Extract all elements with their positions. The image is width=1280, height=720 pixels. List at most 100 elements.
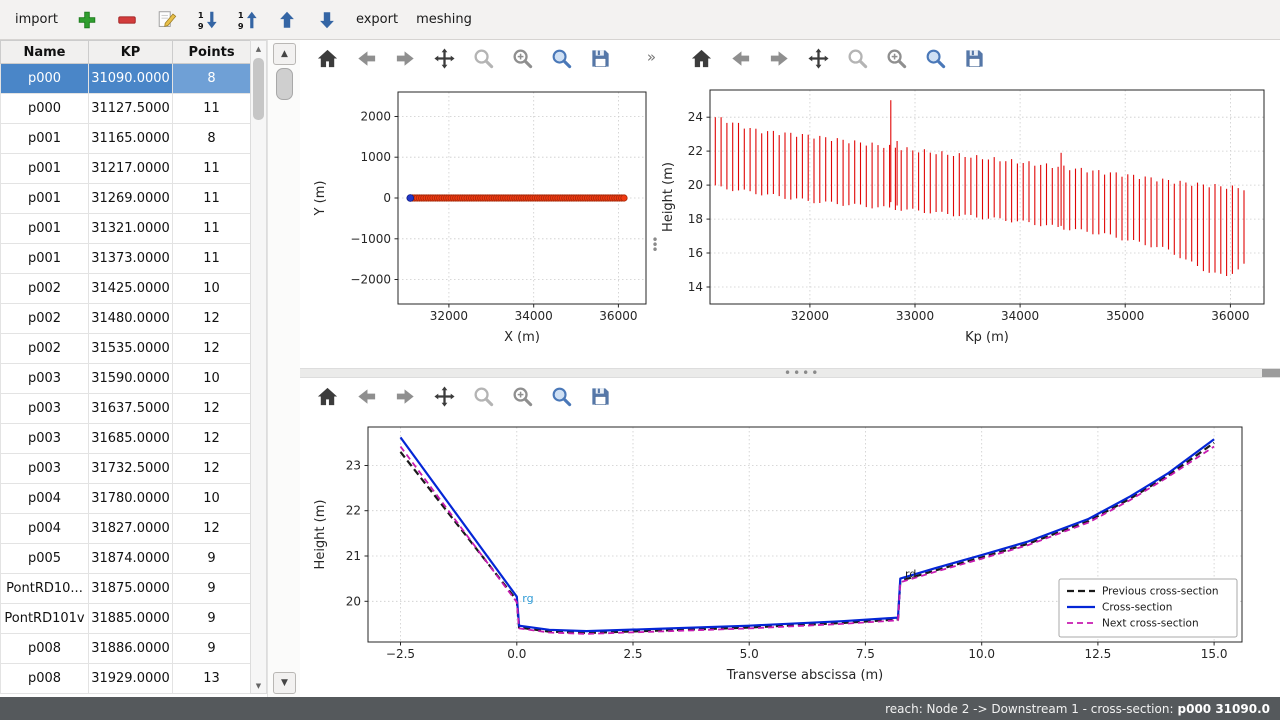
kp-cell[interactable]: 31874.0000 — [88, 543, 173, 574]
kp-cell[interactable]: 31885.0000 — [88, 603, 173, 634]
export-button[interactable]: export — [349, 5, 405, 35]
table-row[interactable]: PontRD101v 31885.0000 9 — [0, 603, 251, 634]
name-cell[interactable]: p001 — [0, 123, 89, 154]
table-row[interactable]: p001 31321.0000 11 — [0, 213, 251, 244]
table-row[interactable]: p002 31535.0000 12 — [0, 333, 251, 364]
name-cell[interactable]: p002 — [0, 273, 89, 304]
points-cell[interactable]: 11 — [172, 243, 251, 274]
points-cell[interactable]: 10 — [172, 483, 251, 514]
points-cell[interactable]: 9 — [172, 603, 251, 634]
points-cell[interactable]: 12 — [172, 513, 251, 544]
column-header-name[interactable]: Name — [0, 40, 89, 64]
name-cell[interactable]: p002 — [0, 303, 89, 334]
edit-cross-section-button[interactable] — [149, 5, 185, 35]
kp-cell[interactable]: 31886.0000 — [88, 633, 173, 664]
points-cell[interactable]: 11 — [172, 153, 251, 184]
table-row[interactable]: p003 31732.5000 12 — [0, 453, 251, 484]
zoom-adjust-button[interactable] — [883, 45, 909, 71]
zoom-region-button[interactable] — [922, 45, 948, 71]
move-down-button[interactable] — [309, 5, 345, 35]
table-row[interactable]: p008 31929.0000 13 — [0, 663, 251, 694]
table-row[interactable]: p003 31590.0000 10 — [0, 363, 251, 394]
points-cell[interactable]: 11 — [172, 213, 251, 244]
name-cell[interactable]: p004 — [0, 513, 89, 544]
forward-button[interactable] — [766, 45, 792, 71]
points-cell[interactable]: 12 — [172, 423, 251, 454]
panel-scroll-up-button[interactable]: ▲ — [273, 43, 296, 65]
name-cell[interactable]: PontRD101v — [0, 603, 89, 634]
name-cell[interactable]: p003 — [0, 363, 89, 394]
points-cell[interactable]: 8 — [172, 123, 251, 154]
table-row[interactable]: p008 31886.0000 9 — [0, 633, 251, 664]
table-row[interactable]: p005 31874.0000 9 — [0, 543, 251, 574]
points-cell[interactable]: 8 — [172, 63, 251, 94]
name-cell[interactable]: p003 — [0, 423, 89, 454]
save-button[interactable] — [587, 45, 613, 71]
kp-cell[interactable]: 31127.5000 — [88, 93, 173, 124]
zoom-button[interactable] — [844, 45, 870, 71]
home-button[interactable] — [688, 45, 714, 71]
points-cell[interactable]: 13 — [172, 663, 251, 694]
name-cell[interactable]: p001 — [0, 213, 89, 244]
back-button[interactable] — [727, 45, 753, 71]
table-row[interactable]: p001 31373.0000 11 — [0, 243, 251, 274]
save-button[interactable] — [961, 45, 987, 71]
table-row[interactable]: p001 31165.0000 8 — [0, 123, 251, 154]
zoom-region-button[interactable] — [548, 383, 574, 409]
meshing-button[interactable]: meshing — [409, 5, 479, 35]
pan-button[interactable] — [431, 45, 457, 71]
table-row[interactable]: p004 31780.0000 10 — [0, 483, 251, 514]
kp-cell[interactable]: 31929.0000 — [88, 663, 173, 694]
kp-cell[interactable]: 31827.0000 — [88, 513, 173, 544]
points-cell[interactable]: 9 — [172, 543, 251, 574]
back-button[interactable] — [353, 383, 379, 409]
kp-cell[interactable]: 31535.0000 — [88, 333, 173, 364]
save-button[interactable] — [587, 383, 613, 409]
points-cell[interactable]: 11 — [172, 183, 251, 214]
home-button[interactable] — [314, 383, 340, 409]
table-scroll-up-icon[interactable]: ▲ — [255, 44, 262, 53]
forward-button[interactable] — [392, 383, 418, 409]
kp-cell[interactable]: 31373.0000 — [88, 243, 173, 274]
horizontal-splitter[interactable]: •••• — [300, 366, 1280, 380]
home-button[interactable] — [314, 45, 340, 71]
table-row[interactable]: p003 31685.0000 12 — [0, 423, 251, 454]
name-cell[interactable]: p000 — [0, 63, 89, 94]
name-cell[interactable]: p008 — [0, 633, 89, 664]
pan-button[interactable] — [431, 383, 457, 409]
remove-cross-section-button[interactable] — [109, 5, 145, 35]
name-cell[interactable]: p004 — [0, 483, 89, 514]
pan-button[interactable] — [805, 45, 831, 71]
name-cell[interactable]: p001 — [0, 243, 89, 274]
table-row[interactable]: p002 31480.0000 12 — [0, 303, 251, 334]
add-cross-section-button[interactable] — [69, 5, 105, 35]
panel-scroll-down-button[interactable]: ▼ — [273, 672, 296, 694]
zoom-button[interactable] — [470, 45, 496, 71]
zoom-adjust-button[interactable] — [509, 45, 535, 71]
profile-figure[interactable]: 32000 33000 34000 35000 36000 24 22 20 18 16 14 Kp … — [658, 76, 1280, 368]
import-button[interactable]: import — [8, 5, 65, 35]
name-cell[interactable]: p001 — [0, 183, 89, 214]
kp-cell[interactable]: 31425.0000 — [88, 273, 173, 304]
kp-cell[interactable]: 31090.0000 — [88, 63, 173, 94]
forward-button[interactable] — [392, 45, 418, 71]
column-header-kp[interactable]: KP — [88, 40, 173, 64]
kp-cell[interactable]: 31480.0000 — [88, 303, 173, 334]
cross-sections-table[interactable]: Name KP Points p000 31090.0000 8 p000 31127.50… — [0, 40, 251, 694]
kp-cell[interactable]: 31637.5000 — [88, 393, 173, 424]
plan-view-figure[interactable]: 32000 34000 36000 2000 1000 0 −1000 −2000 X (m) Y… — [300, 76, 658, 368]
table-scrollbar-thumb[interactable] — [253, 58, 264, 120]
kp-cell[interactable]: 31732.5000 — [88, 453, 173, 484]
kp-cell[interactable]: 31165.0000 — [88, 123, 173, 154]
name-cell[interactable]: p002 — [0, 333, 89, 364]
points-cell[interactable]: 10 — [172, 363, 251, 394]
table-row[interactable]: p001 31217.0000 11 — [0, 153, 251, 184]
move-up-button[interactable] — [269, 5, 305, 35]
name-cell[interactable]: PontRD10... — [0, 573, 89, 604]
vertical-splitter-handle[interactable]: • • • — [651, 233, 659, 257]
points-cell[interactable]: 9 — [172, 633, 251, 664]
points-cell[interactable]: 10 — [172, 273, 251, 304]
name-cell[interactable]: p000 — [0, 93, 89, 124]
